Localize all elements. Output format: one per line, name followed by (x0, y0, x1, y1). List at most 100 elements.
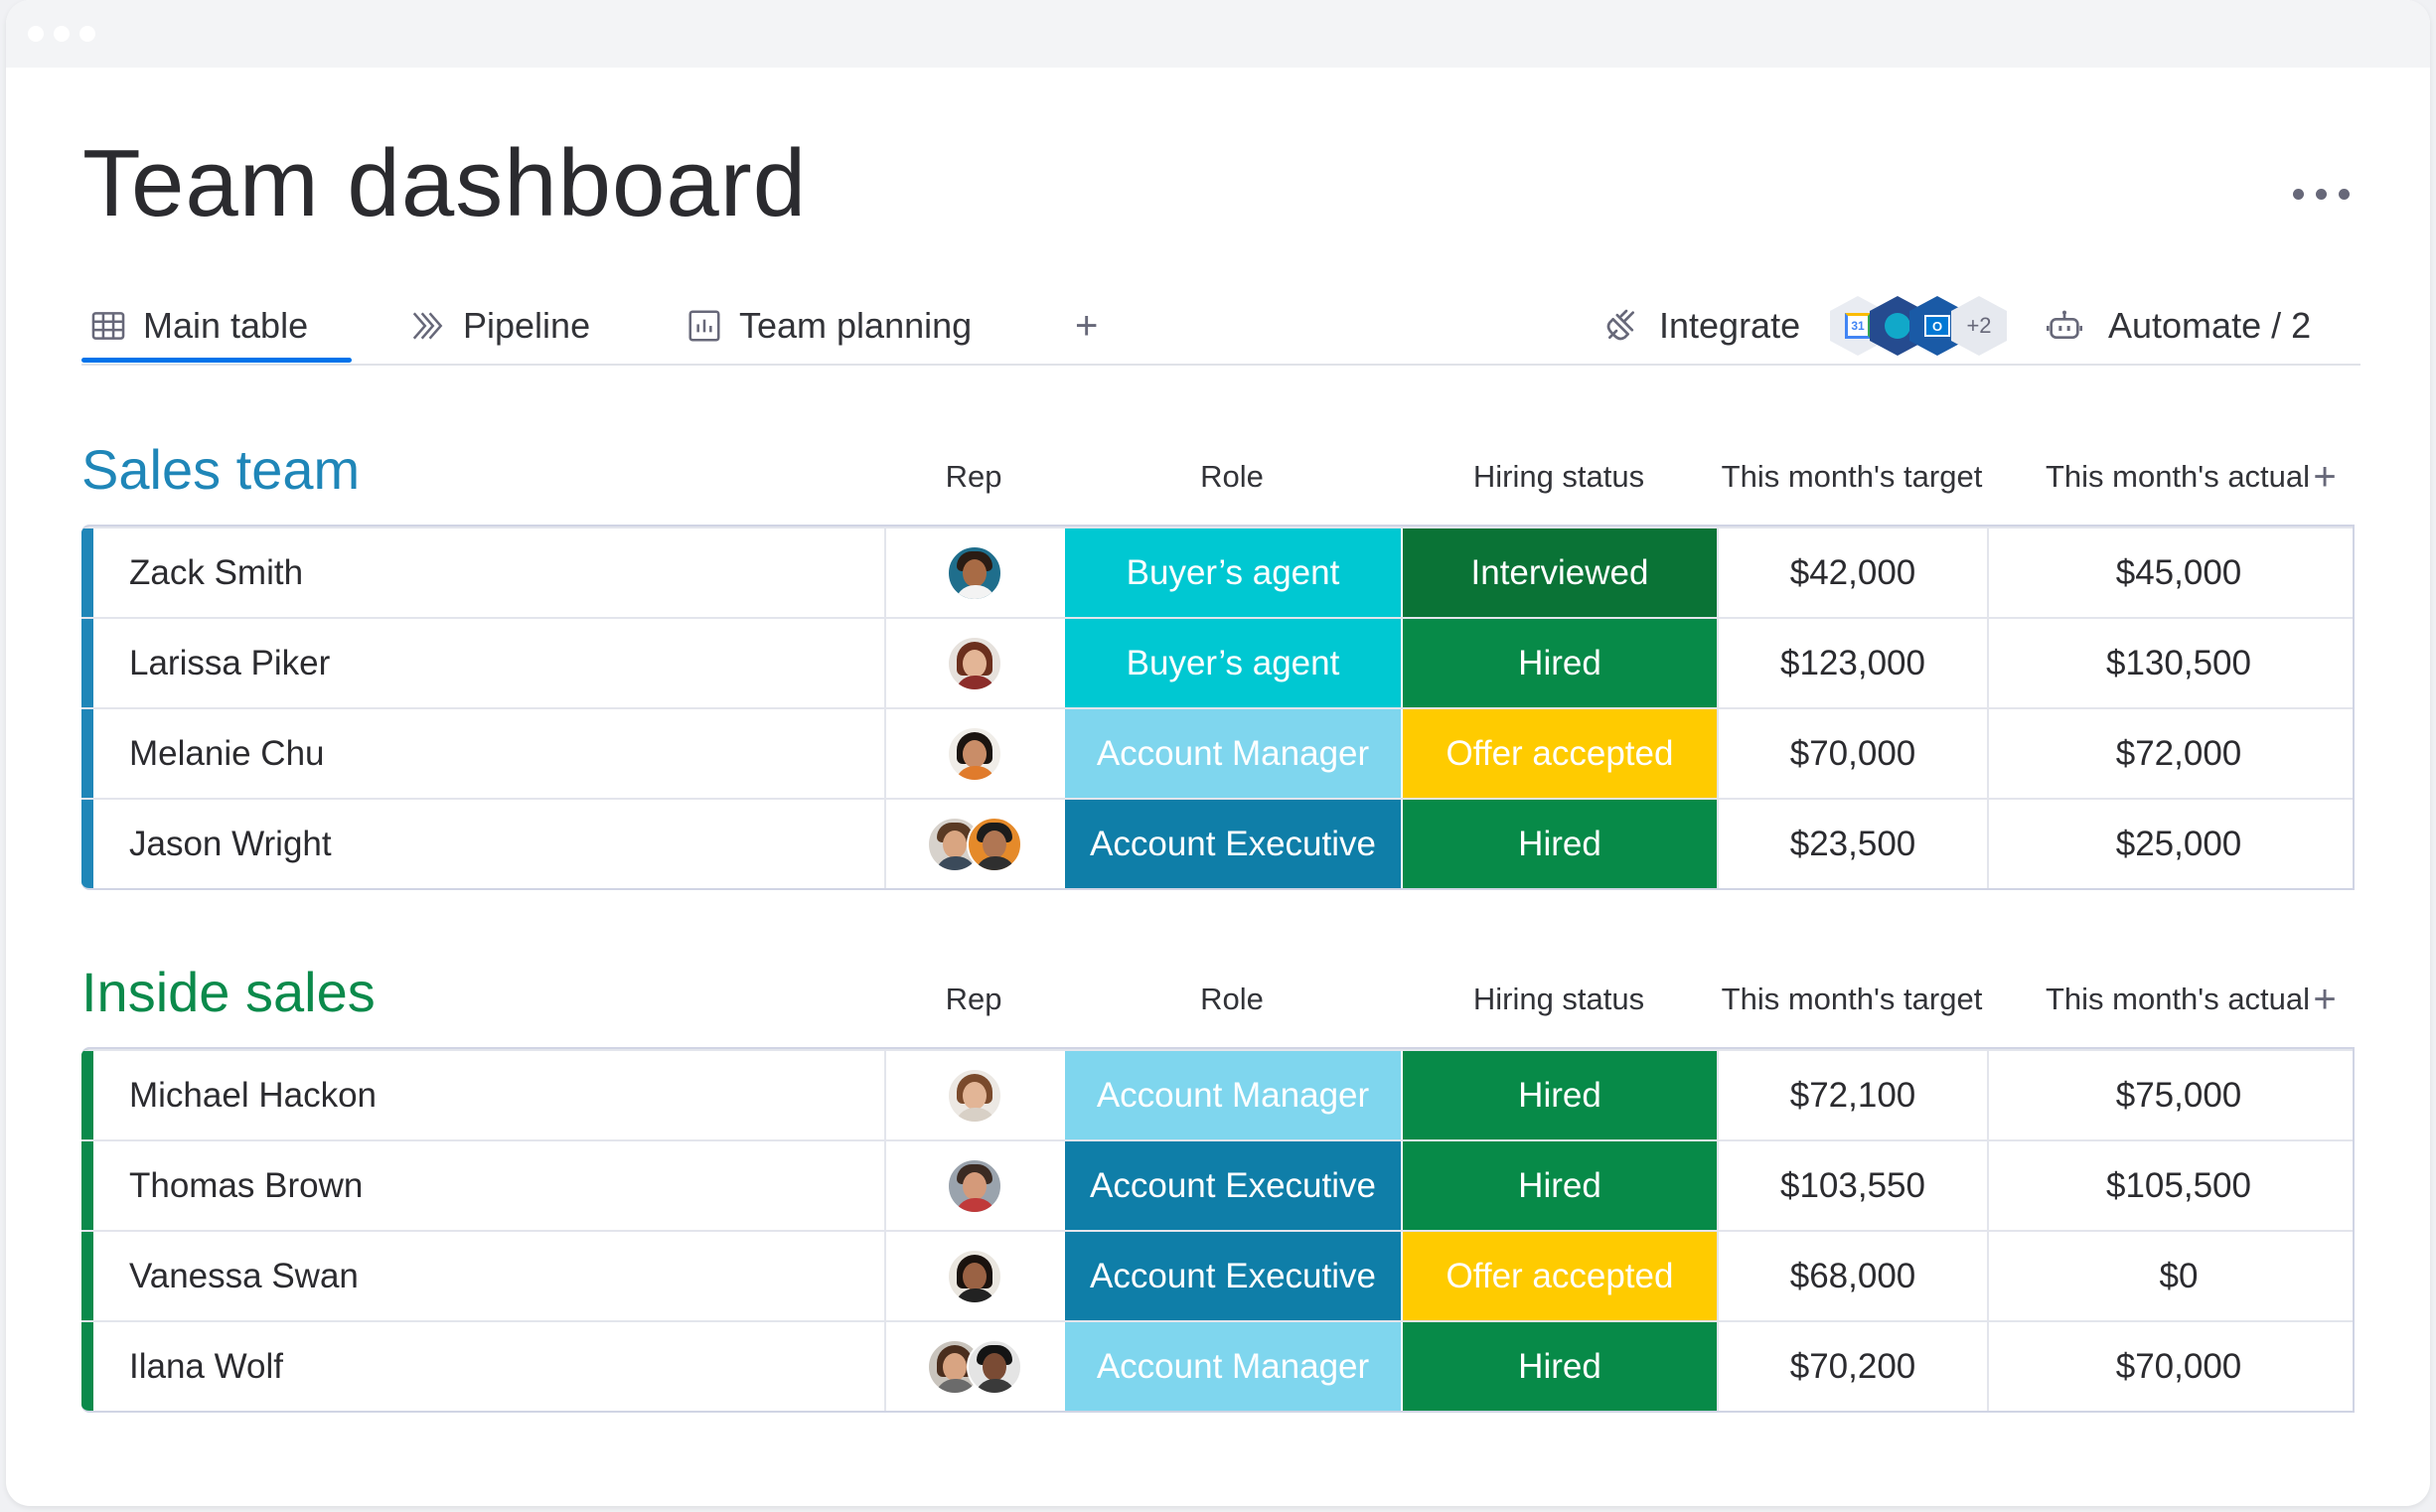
column-header-actual[interactable]: This month's actual (2045, 459, 2311, 494)
tab-pipeline[interactable]: Pipeline (409, 298, 590, 354)
rep-cell[interactable] (884, 1051, 1063, 1139)
rep-cell[interactable] (884, 529, 1063, 617)
item-name[interactable]: Ilana Wolf (129, 1346, 283, 1386)
avatar (947, 544, 1002, 601)
hiring-status-cell[interactable]: Hired (1401, 1051, 1717, 1139)
column-header-rep[interactable]: Rep (945, 459, 1002, 494)
actual-cell[interactable]: $75,000 (1987, 1051, 2353, 1139)
window-dot[interactable] (79, 26, 95, 42)
role-cell[interactable]: Account Manager (1063, 709, 1401, 798)
automate-button[interactable]: Automate / 2 (2045, 298, 2311, 354)
add-column-button[interactable]: + (2313, 454, 2337, 499)
window-dot[interactable] (54, 26, 70, 42)
table-row[interactable]: Ilana Wolf Account Manager Hired $70,200… (81, 1320, 2353, 1411)
tab-label: Team planning (739, 305, 973, 346)
actual-cell[interactable]: $72,000 (1987, 709, 2353, 798)
hiring-status-cell[interactable]: Offer accepted (1401, 709, 1717, 798)
outlook-icon: O (1909, 296, 1965, 356)
hiring-status-cell[interactable]: Hired (1401, 1141, 1717, 1230)
group-title[interactable]: Inside sales (81, 961, 376, 1023)
table-row[interactable]: Melanie Chu Account Manager Offer accept… (81, 707, 2353, 798)
role-cell[interactable]: Account Manager (1063, 1051, 1401, 1139)
target-cell[interactable]: $70,200 (1717, 1322, 1987, 1411)
column-header-role[interactable]: Role (1200, 982, 1264, 1016)
table-row[interactable]: Jason Wright Account Executive Hired $23… (81, 798, 2353, 888)
window-dot[interactable] (28, 26, 44, 42)
rep-cell[interactable] (884, 619, 1063, 707)
group-table: Zack Smith Buyer’s agent Interviewed $42… (81, 525, 2355, 890)
avatar (967, 1338, 1022, 1395)
group-table: Michael Hackon Account Manager Hired $72… (81, 1047, 2355, 1413)
column-header-actual[interactable]: This month's actual (2045, 982, 2311, 1016)
add-column-button[interactable]: + (2313, 977, 2337, 1021)
column-header-hiring-status[interactable]: Hiring status (1472, 982, 1645, 1016)
target-cell[interactable]: $123,000 (1717, 619, 1987, 707)
window-titlebar (6, 0, 2430, 68)
table-icon (91, 312, 125, 340)
role-cell[interactable]: Account Manager (1063, 1322, 1401, 1411)
plug-icon (1606, 309, 1634, 341)
item-name[interactable]: Michael Hackon (129, 1075, 377, 1115)
tab-main-table[interactable]: Main table (89, 298, 308, 354)
rep-cell[interactable] (884, 1232, 1063, 1320)
column-header-target[interactable]: This month's target (1721, 982, 1983, 1016)
add-view-button[interactable]: + (1075, 303, 1099, 348)
target-cell[interactable]: $70,000 (1717, 709, 1987, 798)
column-header-hiring-status[interactable]: Hiring status (1472, 459, 1645, 494)
rep-cell[interactable] (884, 709, 1063, 798)
table-row[interactable]: Michael Hackon Account Manager Hired $72… (81, 1049, 2353, 1139)
table-row[interactable]: Thomas Brown Account Executive Hired $10… (81, 1139, 2353, 1230)
hiring-status-cell[interactable]: Hired (1401, 1322, 1717, 1411)
pipeline-icon (412, 312, 443, 340)
target-cell[interactable]: $72,100 (1717, 1051, 1987, 1139)
actual-cell[interactable]: $70,000 (1987, 1322, 2353, 1411)
tab-label: Main table (143, 305, 309, 346)
actual-cell[interactable]: $25,000 (1987, 800, 2353, 888)
avatar (947, 635, 1002, 691)
view-tabs: Main table Pipeline Team planning + (81, 288, 2360, 366)
target-cell[interactable]: $23,500 (1717, 800, 1987, 888)
role-cell[interactable]: Account Executive (1063, 800, 1401, 888)
integration-apps[interactable]: 31 O +2 (1830, 294, 2019, 358)
table-row[interactable]: Vanessa Swan Account Executive Offer acc… (81, 1230, 2353, 1320)
role-cell[interactable]: Account Executive (1063, 1141, 1401, 1230)
group-sales-team: Sales team Rep Role Hiring status This m… (81, 437, 2360, 904)
hiring-status-cell[interactable]: Hired (1401, 800, 1717, 888)
hiring-status-cell[interactable]: Interviewed (1401, 529, 1717, 617)
role-cell[interactable]: Account Executive (1063, 1232, 1401, 1320)
rep-cell[interactable] (884, 800, 1063, 888)
more-dots-icon[interactable] (2281, 169, 2360, 219)
rep-cell[interactable] (884, 1141, 1063, 1230)
tab-label: Pipeline (463, 305, 591, 346)
column-header-role[interactable]: Role (1200, 459, 1264, 494)
actual-cell[interactable]: $105,500 (1987, 1141, 2353, 1230)
integrate-button[interactable]: Integrate (1601, 298, 1800, 354)
item-name[interactable]: Vanessa Swan (129, 1256, 359, 1295)
calendar-app-icon: 31 (1830, 296, 1886, 356)
column-header-rep[interactable]: Rep (945, 982, 1002, 1016)
target-cell[interactable]: $68,000 (1717, 1232, 1987, 1320)
table-row[interactable]: Zack Smith Buyer’s agent Interviewed $42… (81, 527, 2353, 617)
automate-label: Automate / 2 (2108, 305, 2312, 346)
group-inside-sales: Inside sales Rep Role Hiring status This… (81, 960, 2360, 1427)
group-title[interactable]: Sales team (81, 438, 361, 501)
column-header-target[interactable]: This month's target (1721, 459, 1983, 494)
actual-cell[interactable]: $0 (1987, 1232, 2353, 1320)
hiring-status-cell[interactable]: Offer accepted (1401, 1232, 1717, 1320)
tab-team-planning[interactable]: Team planning (685, 298, 972, 354)
rep-cell[interactable] (884, 1322, 1063, 1411)
role-cell[interactable]: Buyer’s agent (1063, 529, 1401, 617)
table-row[interactable]: Larissa Piker Buyer’s agent Hired $123,0… (81, 617, 2353, 707)
integrate-label: Integrate (1659, 305, 1801, 346)
item-name[interactable]: Thomas Brown (129, 1165, 364, 1205)
hiring-status-cell[interactable]: Hired (1401, 619, 1717, 707)
item-name[interactable]: Zack Smith (129, 552, 304, 592)
target-cell[interactable]: $103,550 (1717, 1141, 1987, 1230)
item-name[interactable]: Melanie Chu (129, 733, 325, 773)
target-cell[interactable]: $42,000 (1717, 529, 1987, 617)
item-name[interactable]: Larissa Piker (129, 643, 331, 682)
actual-cell[interactable]: $130,500 (1987, 619, 2353, 707)
actual-cell[interactable]: $45,000 (1987, 529, 2353, 617)
role-cell[interactable]: Buyer’s agent (1063, 619, 1401, 707)
item-name[interactable]: Jason Wright (129, 824, 332, 863)
